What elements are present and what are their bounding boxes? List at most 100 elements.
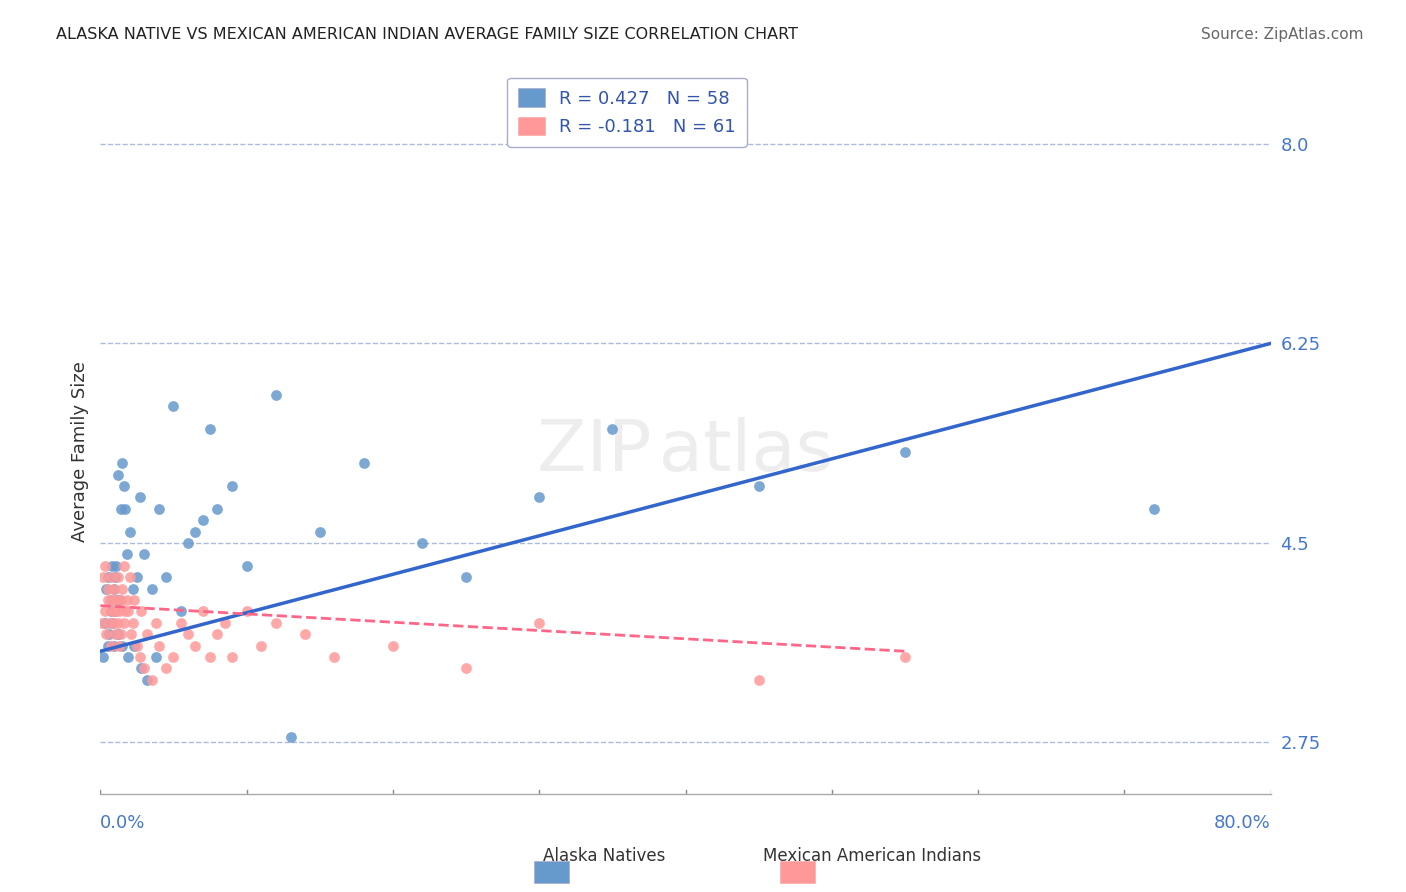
Point (103, 582, 125, 596)
Point (162, 650, 184, 665)
Point (191, 513, 214, 527)
Point (177, 536, 200, 550)
Point (353, 456, 375, 470)
Point (155, 661, 177, 675)
Point (107, 467, 129, 482)
Point (108, 593, 131, 607)
Point (103, 615, 125, 630)
Point (121, 615, 143, 630)
Point (97, 582, 120, 596)
Point (177, 627, 200, 641)
Point (294, 627, 316, 641)
Point (141, 582, 163, 596)
Point (214, 615, 236, 630)
Point (107, 570, 129, 584)
Point (170, 604, 193, 618)
Point (93, 615, 115, 630)
Point (131, 661, 153, 675)
Point (148, 501, 170, 516)
Point (121, 582, 143, 596)
Text: ZIP atlas: ZIP atlas (537, 417, 834, 486)
Point (894, 650, 917, 665)
Point (221, 650, 243, 665)
Point (1143, 501, 1166, 516)
Point (235, 604, 257, 618)
Point (100, 570, 122, 584)
Point (104, 604, 127, 618)
Point (456, 661, 478, 675)
Point (122, 639, 145, 653)
Text: 80.0%: 80.0% (1213, 814, 1271, 832)
Point (117, 604, 139, 618)
Point (308, 524, 330, 539)
Point (207, 627, 229, 641)
Point (115, 593, 138, 607)
Y-axis label: Average Family Size: Average Family Size (72, 361, 89, 542)
Point (101, 558, 124, 573)
Point (100, 639, 122, 653)
Text: ALASKA NATIVE VS MEXICAN AMERICAN INDIAN AVERAGE FAMILY SIZE CORRELATION CHART: ALASKA NATIVE VS MEXICAN AMERICAN INDIAN… (56, 27, 799, 42)
Point (122, 593, 145, 607)
Point (264, 387, 287, 401)
Point (112, 615, 135, 630)
Point (91, 650, 114, 665)
Point (235, 558, 257, 573)
Point (198, 422, 221, 436)
Point (97, 570, 120, 584)
Point (131, 604, 153, 618)
Point (148, 639, 170, 653)
Point (280, 730, 302, 744)
Point (97, 639, 120, 653)
Point (136, 673, 159, 687)
Point (91, 570, 114, 584)
Point (105, 593, 128, 607)
Point (170, 615, 193, 630)
Point (93, 604, 115, 618)
Point (103, 639, 125, 653)
Point (125, 639, 148, 653)
Point (98, 627, 121, 641)
Text: 0.0%: 0.0% (100, 814, 146, 832)
Point (101, 604, 124, 618)
Point (207, 501, 229, 516)
Point (112, 479, 135, 493)
Point (108, 604, 131, 618)
Legend: R = 0.427   N = 58, R = -0.181   N = 61: R = 0.427 N = 58, R = -0.181 N = 61 (508, 78, 747, 147)
Point (118, 570, 141, 584)
Point (118, 524, 141, 539)
Point (90, 615, 112, 630)
Point (198, 650, 221, 665)
Point (145, 650, 167, 665)
Point (136, 627, 159, 641)
Point (107, 627, 129, 641)
Point (162, 399, 184, 413)
Point (602, 422, 624, 436)
Point (105, 593, 128, 607)
Point (108, 639, 131, 653)
Point (155, 570, 177, 584)
Point (114, 604, 136, 618)
Point (104, 627, 127, 641)
Point (110, 593, 132, 607)
Point (100, 593, 122, 607)
Point (111, 639, 134, 653)
Point (120, 627, 142, 641)
Point (110, 501, 132, 516)
Text: Alaska Natives: Alaska Natives (543, 847, 666, 865)
Point (101, 593, 124, 607)
Point (96, 627, 118, 641)
Point (110, 627, 132, 641)
Point (323, 650, 346, 665)
Point (134, 547, 156, 561)
Point (145, 615, 167, 630)
Point (184, 524, 207, 539)
Point (125, 570, 148, 584)
Point (141, 673, 163, 687)
Point (529, 615, 551, 630)
Point (117, 650, 139, 665)
Text: Source: ZipAtlas.com: Source: ZipAtlas.com (1201, 27, 1364, 42)
Point (100, 604, 122, 618)
Point (111, 456, 134, 470)
Point (98, 615, 121, 630)
Point (250, 639, 273, 653)
